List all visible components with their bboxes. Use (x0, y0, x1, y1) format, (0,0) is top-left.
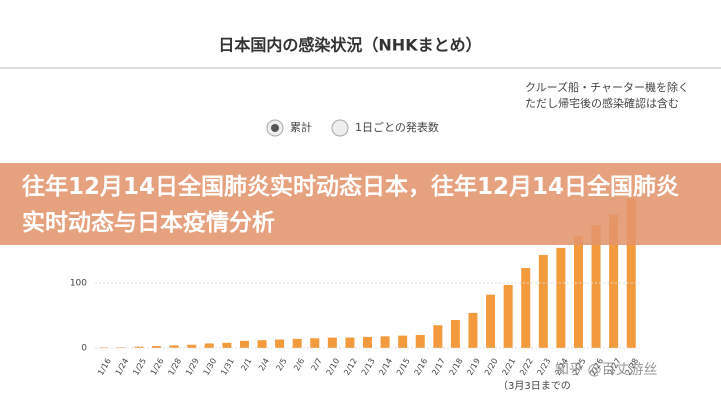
x-tick-label: 1/16 (96, 357, 113, 377)
bar (327, 337, 337, 348)
banner: 往年12月14日全国肺炎实时动态日本，往年12月14日全国肺炎实时动态与日本疫情… (0, 163, 721, 245)
bar (450, 320, 460, 348)
x-tick-label: 2/18 (448, 357, 465, 377)
bar (152, 346, 162, 348)
bar (363, 336, 372, 348)
bar (134, 346, 144, 348)
bar (609, 214, 619, 348)
x-tick-label: 2/15 (395, 357, 412, 377)
x-tick-label: 2/14 (377, 357, 394, 377)
x-tick-label: 1/28 (166, 357, 183, 377)
legend-option[interactable]: 累計 (290, 120, 312, 134)
note: クルーズ船・チャーター機を除く (525, 80, 689, 94)
bar (187, 344, 197, 348)
x-tick-label: 1/30 (202, 357, 219, 377)
bar (275, 339, 285, 348)
x-tick-label: 2/20 (483, 357, 500, 377)
x-tick-label: 2/19 (465, 357, 482, 377)
bar (239, 340, 249, 348)
bar (486, 294, 496, 348)
footnote: （3月3日までの (498, 380, 571, 392)
bar (380, 336, 390, 348)
bar (591, 225, 601, 348)
bar (503, 284, 513, 348)
x-tick-label: 2/5 (274, 357, 288, 373)
bar (398, 335, 408, 348)
radio[interactable] (331, 119, 349, 137)
x-tick-label: 2/21 (500, 357, 517, 377)
bar (415, 335, 425, 348)
bar (521, 268, 531, 348)
note: ただし帰宅後の感染確認は含む (525, 96, 679, 110)
bar (257, 340, 267, 348)
x-tick-label: 2/23 (536, 357, 553, 377)
bar (292, 338, 302, 348)
legend-option[interactable]: 1日ごとの発表数 (355, 120, 439, 134)
x-tick-label: 1/24 (114, 357, 131, 377)
banner-title: 往年12月14日全国肺炎实时动态日本，往年12月14日全国肺炎实时动态与日本疫情… (22, 174, 680, 236)
bar (538, 255, 548, 348)
bar (345, 337, 355, 348)
x-tick-label: 2/16 (413, 357, 430, 377)
x-tick-label: 1/29 (184, 357, 201, 377)
x-tick-label: 2/10 (325, 357, 342, 377)
chart-title: 日本国内の感染状況（NHKまとめ） (218, 36, 481, 55)
bar (626, 198, 636, 348)
bar (116, 347, 126, 348)
y-tick-label: 100 (70, 279, 87, 289)
x-tick-label: 2/1 (239, 357, 253, 373)
watermark: 知乎 @百丈游丝 (555, 361, 657, 378)
radio-dot (271, 124, 279, 132)
y-tick-label: 0 (81, 344, 87, 354)
bar (556, 247, 566, 348)
x-tick-label: 2/6 (292, 357, 306, 373)
x-tick-label: 1/31 (219, 357, 236, 377)
x-tick-label: 2/12 (342, 357, 359, 377)
bar (204, 343, 214, 348)
bar (222, 342, 232, 348)
x-tick-label: 2/22 (518, 357, 535, 377)
x-tick-label: 2/13 (360, 357, 377, 377)
x-tick-label: 1/26 (149, 357, 166, 377)
bar (573, 236, 583, 348)
x-tick-label: 1/25 (131, 357, 148, 377)
bar (310, 338, 320, 348)
x-tick-label: 2/4 (257, 357, 271, 373)
x-tick-label: 2/17 (430, 357, 447, 377)
bar (468, 312, 478, 348)
bar (433, 325, 443, 348)
x-tick-label: 2/7 (310, 357, 324, 373)
bar (169, 345, 179, 348)
